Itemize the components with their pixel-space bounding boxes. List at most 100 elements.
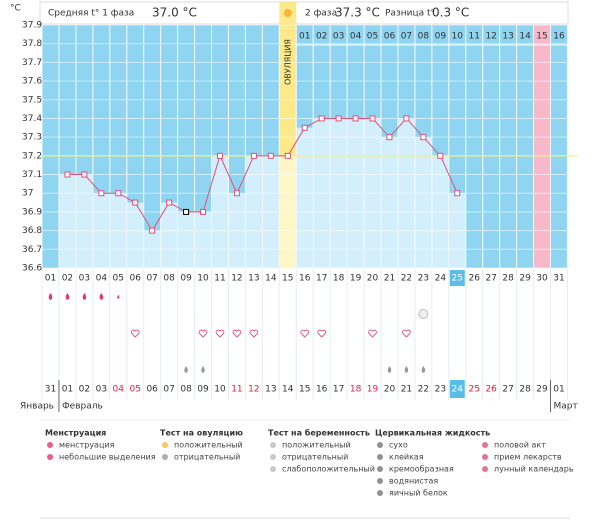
phase2-day: 03 [333, 32, 344, 42]
date-label: 11 [231, 385, 242, 395]
heart-icon [402, 329, 411, 338]
point [149, 227, 156, 234]
date-label: 15 [299, 385, 310, 395]
point [403, 115, 410, 122]
point [386, 134, 393, 141]
legend-icon [270, 454, 276, 460]
phase2-day: 12 [485, 32, 496, 42]
x-tick-label: 19 [350, 274, 362, 284]
date-label: 29 [536, 385, 548, 395]
legend-item: положительный [174, 441, 243, 450]
legend-item: сухо [389, 441, 408, 450]
phase2-day: 10 [452, 32, 464, 42]
drop-icon [387, 366, 392, 373]
legend-icon [482, 454, 488, 460]
drop-icon [421, 366, 426, 373]
x-tick-label: 08 [163, 274, 175, 284]
ovulation-label: ОВУЛЯЦИЯ [283, 39, 292, 85]
y-tick-label: 36.8 [22, 226, 42, 236]
bar [177, 211, 195, 268]
heart-icon [317, 329, 327, 338]
legend-icon [377, 442, 383, 448]
y-tick-label: 37.8 [22, 39, 42, 49]
bar [194, 211, 212, 268]
date-label: 26 [485, 385, 497, 395]
legend-title: Тест на овуляцию [160, 429, 243, 438]
legend-item: отрицательный [282, 453, 348, 462]
date-label: 20 [384, 385, 396, 395]
phase2-day: 02 [316, 32, 327, 42]
x-tick-label: 31 [553, 274, 564, 284]
phase2-day: 14 [519, 32, 531, 42]
today-bg [449, 380, 465, 398]
point [352, 115, 359, 122]
y-tick-label: 36.6 [22, 264, 42, 274]
month-label: Март [554, 402, 578, 412]
bar [126, 202, 144, 268]
phase2-day: 15 [536, 32, 547, 42]
point [437, 152, 444, 159]
drop-icon [99, 293, 104, 300]
x-tick-label: 27 [485, 274, 496, 284]
phase2-value: 37.3 °C [335, 6, 380, 20]
date-label: 03 [96, 385, 107, 395]
x-tick-label: 22 [401, 274, 412, 284]
diff-value: 0.3 °C [432, 6, 469, 20]
legend-item: половой акт [494, 441, 546, 450]
date-label: 16 [316, 385, 328, 395]
phase2-day: 09 [435, 32, 447, 42]
header-box [39, 1, 569, 25]
legend-item: слабоположительный [282, 465, 375, 474]
x-tick-label: 01 [45, 274, 56, 284]
x-tick-label: 15 [282, 274, 293, 284]
legend-icon [377, 454, 383, 460]
date-label: 08 [180, 385, 192, 395]
test-icon [418, 309, 429, 319]
date-label: 04 [113, 385, 125, 395]
x-tick-label: 12 [231, 274, 242, 284]
point [420, 134, 427, 141]
date-label: 09 [197, 385, 209, 395]
y-tick-label: 37.2 [22, 151, 42, 161]
phase2-day: 05 [367, 32, 378, 42]
x-tick-label: 11 [214, 274, 225, 284]
legend-icon [482, 442, 488, 448]
x-tick-label: 14 [265, 274, 277, 284]
point [301, 124, 308, 131]
date-label: 06 [146, 385, 158, 395]
point [233, 190, 240, 197]
point [369, 115, 376, 122]
legend-item: яичный белок [389, 489, 448, 498]
legend-title: Тест на беременность [268, 428, 370, 438]
drop-icon [48, 293, 53, 300]
x-tick-label: 06 [129, 274, 141, 284]
x-tick-label: 09 [180, 274, 192, 284]
x-tick-label: 26 [468, 274, 480, 284]
x-tick-label: 03 [79, 274, 90, 284]
x-tick-label: 16 [299, 274, 311, 284]
phase2-day: 13 [502, 32, 513, 42]
diff-label: Разница t° [385, 9, 435, 19]
y-tick-label: 37.7 [22, 58, 42, 68]
point [64, 171, 71, 178]
legend-item: положительный [282, 441, 351, 450]
y-tick-label: 37.1 [22, 170, 42, 180]
bar [75, 174, 93, 268]
legend-item: клейкая [389, 453, 424, 462]
phase2-day: 04 [350, 32, 362, 42]
point [132, 199, 139, 206]
legend-item: водянистая [389, 477, 438, 486]
x-tick-label: 23 [418, 274, 429, 284]
point [115, 190, 122, 197]
legend-item: кремообразная [389, 465, 454, 474]
y-tick-label: 37.5 [22, 95, 42, 105]
date-label: 13 [265, 385, 276, 395]
point [81, 171, 88, 178]
point [98, 190, 105, 197]
date-label: 18 [350, 385, 362, 395]
drop-icon [117, 294, 120, 299]
y-tick-label: 36.9 [22, 207, 42, 217]
x-tick-label: 21 [384, 274, 395, 284]
date-label: 21 [401, 385, 412, 395]
x-tick-label: 24 [435, 274, 447, 284]
